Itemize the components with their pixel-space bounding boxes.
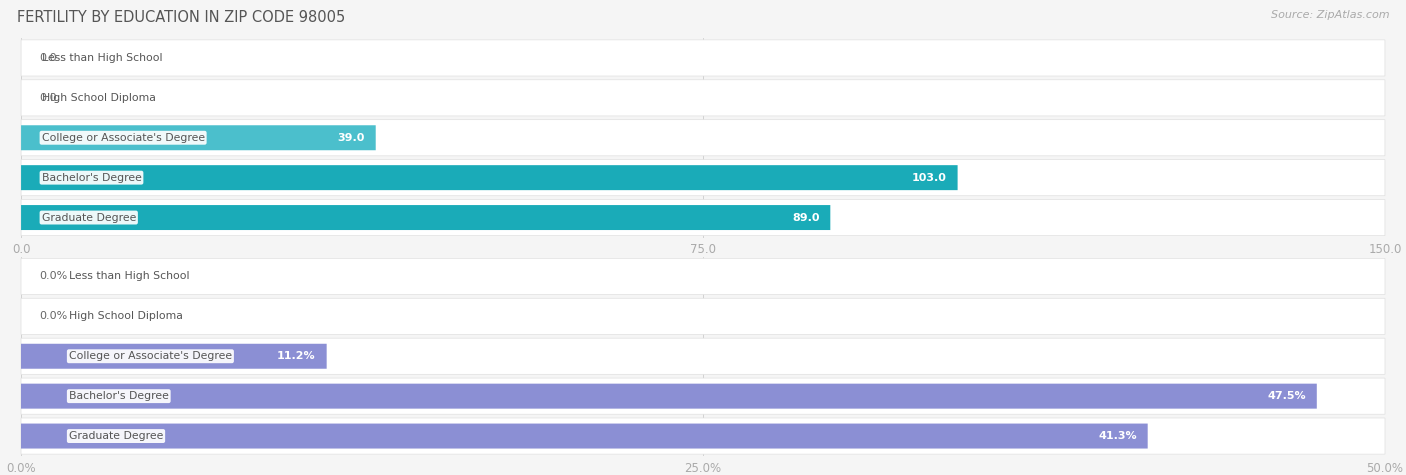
FancyBboxPatch shape <box>21 205 831 230</box>
FancyBboxPatch shape <box>21 200 1385 236</box>
FancyBboxPatch shape <box>21 338 1385 374</box>
Text: College or Associate's Degree: College or Associate's Degree <box>42 133 205 143</box>
FancyBboxPatch shape <box>21 165 957 190</box>
Text: Graduate Degree: Graduate Degree <box>42 212 136 223</box>
FancyBboxPatch shape <box>21 160 1385 196</box>
Text: 89.0: 89.0 <box>792 212 820 223</box>
FancyBboxPatch shape <box>21 298 1385 334</box>
FancyBboxPatch shape <box>21 344 326 369</box>
Text: 11.2%: 11.2% <box>277 351 316 361</box>
Text: 47.5%: 47.5% <box>1267 391 1306 401</box>
Text: Graduate Degree: Graduate Degree <box>69 431 163 441</box>
Text: 41.3%: 41.3% <box>1098 431 1136 441</box>
FancyBboxPatch shape <box>21 378 1385 414</box>
FancyBboxPatch shape <box>21 384 1317 408</box>
Text: Less than High School: Less than High School <box>69 271 190 282</box>
Text: High School Diploma: High School Diploma <box>42 93 156 103</box>
Text: High School Diploma: High School Diploma <box>69 311 183 322</box>
FancyBboxPatch shape <box>21 80 1385 116</box>
FancyBboxPatch shape <box>21 125 375 150</box>
Text: College or Associate's Degree: College or Associate's Degree <box>69 351 232 361</box>
FancyBboxPatch shape <box>21 120 1385 156</box>
Text: Source: ZipAtlas.com: Source: ZipAtlas.com <box>1271 10 1389 19</box>
Text: 0.0: 0.0 <box>39 53 56 63</box>
FancyBboxPatch shape <box>21 40 1385 76</box>
Text: 0.0%: 0.0% <box>39 311 67 322</box>
Text: Bachelor's Degree: Bachelor's Degree <box>69 391 169 401</box>
FancyBboxPatch shape <box>21 258 1385 294</box>
FancyBboxPatch shape <box>21 418 1385 454</box>
Text: FERTILITY BY EDUCATION IN ZIP CODE 98005: FERTILITY BY EDUCATION IN ZIP CODE 98005 <box>17 10 344 25</box>
Text: 39.0: 39.0 <box>337 133 364 143</box>
FancyBboxPatch shape <box>21 424 1147 448</box>
Text: Less than High School: Less than High School <box>42 53 162 63</box>
Text: 0.0: 0.0 <box>39 93 56 103</box>
Text: 0.0%: 0.0% <box>39 271 67 282</box>
Text: 103.0: 103.0 <box>912 172 946 183</box>
Text: Bachelor's Degree: Bachelor's Degree <box>42 172 142 183</box>
